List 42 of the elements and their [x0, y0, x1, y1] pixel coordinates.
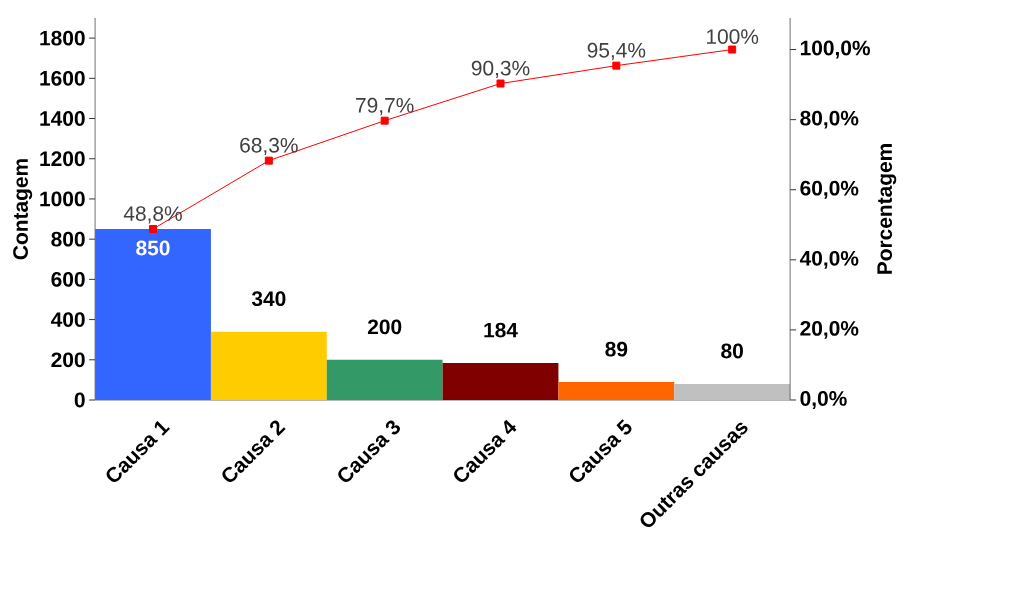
bar [674, 383, 791, 400]
y2-tick-label: 40,0% [799, 250, 859, 269]
point [264, 156, 273, 165]
data-label: 100% [707, 29, 759, 45]
bar [326, 359, 443, 400]
data-label: 850 [136, 240, 170, 256]
data-label: 340 [251, 291, 286, 307]
data-label: 80 [721, 343, 743, 359]
point [380, 116, 389, 125]
bar [95, 229, 211, 400]
y-axis-title: Contagem [13, 159, 33, 260]
bar [558, 382, 675, 400]
data-label: 89 [605, 341, 628, 357]
bar [442, 363, 559, 400]
point [612, 61, 621, 70]
y-tick-label: 1000 [40, 191, 85, 207]
data-label: 90,3% [471, 60, 530, 78]
y-tick-label: 1200 [40, 151, 85, 167]
y2-axis-title: Porcentagem [877, 144, 897, 274]
bar [210, 331, 327, 400]
y2-tick-label: 0,0% [800, 391, 847, 409]
point [496, 79, 505, 88]
y-tick-label: 1800 [40, 30, 85, 46]
y-tick-label: 800 [51, 231, 85, 247]
data-label: 184 [484, 322, 518, 338]
y2-tick-label: 100,0% [800, 40, 871, 59]
y-tick-label: 0 [74, 392, 85, 408]
y-tick-label: 1400 [40, 111, 85, 126]
y-tick-label: 200 [51, 352, 85, 368]
data-label: 68,3% [240, 137, 298, 156]
data-label: 95,4% [587, 42, 646, 61]
data-label: 48,8% [123, 206, 182, 224]
data-label: 79,7% [356, 97, 414, 116]
point [149, 224, 157, 233]
point [728, 45, 737, 54]
y-tick-label: 600 [51, 271, 85, 287]
y2-tick-label: 60,0% [800, 180, 859, 199]
y2-tick-label: 20,0% [800, 320, 859, 339]
data-label: 200 [367, 319, 402, 335]
y-tick-label: 400 [50, 312, 85, 327]
y-tick-label: 1600 [40, 70, 85, 86]
y2-tick-label: 80,0% [800, 110, 859, 129]
